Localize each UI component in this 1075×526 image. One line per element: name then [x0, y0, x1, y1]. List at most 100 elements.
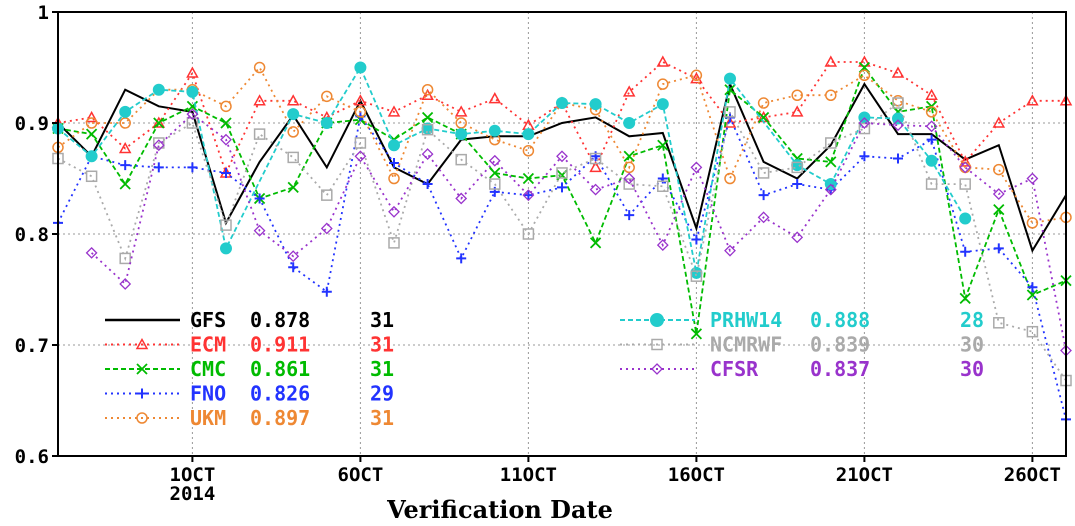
data-point [186, 108, 199, 121]
data-point [623, 150, 635, 162]
data-point [85, 246, 98, 259]
data-point [657, 139, 669, 151]
data-point [623, 178, 635, 190]
data-point [557, 182, 567, 193]
data-point [724, 244, 736, 257]
y-tick-label: 1 [38, 2, 49, 24]
x-tick-label: 26OCT [1004, 464, 1061, 486]
data-point [286, 94, 300, 106]
data-point [152, 139, 165, 152]
series-line [57, 65, 966, 273]
data-point [959, 292, 971, 305]
x-tick-label: 6OCT [338, 464, 384, 486]
data-point [253, 94, 266, 106]
data-point [758, 190, 769, 201]
data-point [992, 116, 1006, 128]
legend-name: ECM [190, 333, 226, 357]
data-point [320, 222, 333, 235]
data-point [152, 116, 166, 128]
data-point [690, 69, 703, 82]
data-point [135, 337, 149, 350]
data-point [253, 128, 266, 140]
data-point [85, 110, 98, 123]
legend-score: 0.888 [810, 308, 870, 332]
data-point [387, 105, 401, 117]
data-point [791, 89, 803, 101]
data-point [454, 105, 468, 117]
data-point [421, 148, 434, 160]
data-point [690, 161, 703, 174]
data-point [186, 66, 199, 78]
x-tick-label: 1OCT [170, 464, 216, 486]
data-point [651, 338, 663, 351]
data-point [589, 160, 602, 173]
data-point [119, 178, 131, 190]
series-ncmrwf [52, 97, 1072, 387]
data-point [859, 151, 870, 162]
data-point [118, 141, 132, 154]
data-point [388, 237, 400, 249]
data-point [589, 183, 602, 196]
data-point [757, 97, 770, 109]
data-point [757, 167, 770, 179]
data-point [925, 106, 938, 118]
data-point [623, 172, 636, 185]
data-point [992, 188, 1005, 200]
legend-name: GFS [190, 308, 226, 332]
data-point [455, 153, 467, 166]
data-point [388, 139, 400, 152]
data-point [589, 98, 602, 111]
legend-count: 31 [370, 357, 394, 381]
data-point [556, 167, 568, 179]
data-point [656, 239, 669, 252]
data-point [388, 172, 400, 185]
legend-entry-prhw14: PRHW14 0.888 28 [620, 308, 984, 332]
data-point [651, 363, 663, 375]
legend-score: 0.911 [250, 333, 310, 357]
data-point [455, 128, 468, 141]
data-point [388, 205, 400, 218]
data-point [657, 180, 669, 193]
data-point [422, 179, 433, 190]
data-point [354, 150, 367, 163]
x-tick-year: 2014 [170, 483, 216, 505]
data-point [724, 84, 736, 96]
data-point [892, 119, 904, 132]
data-point [791, 231, 804, 244]
data-point [421, 111, 434, 124]
data-point [220, 219, 232, 231]
data-point [589, 237, 602, 249]
data-point [657, 78, 669, 90]
data-point [287, 151, 299, 164]
legend-entry-ecm: ECM 0.911 31 [105, 333, 394, 357]
data-point [253, 61, 266, 74]
data-point [622, 85, 636, 97]
y-tick-label: 0.8 [15, 224, 49, 246]
data-point [691, 234, 702, 245]
data-point [790, 105, 804, 117]
legend-score: 0.878 [250, 308, 310, 332]
data-point [690, 328, 703, 340]
data-point [891, 66, 905, 78]
data-point [187, 162, 198, 173]
data-point [522, 172, 535, 185]
data-point [489, 167, 501, 179]
data-point [925, 178, 938, 190]
legend-entry-gfs: GFS 0.878 31 [105, 308, 394, 332]
data-point [624, 210, 635, 221]
data-point [136, 412, 148, 424]
legend-score: 0.837 [810, 357, 870, 381]
data-point [220, 117, 232, 129]
series-cfsr [85, 108, 1072, 357]
data-point [489, 178, 501, 190]
legend-count: 31 [370, 406, 394, 430]
data-point [455, 117, 467, 129]
data-point [254, 193, 265, 204]
data-point [1026, 289, 1039, 301]
data-point [153, 162, 164, 173]
data-point [824, 183, 837, 196]
legend-entry-ncmrwf: NCMRWF 0.839 30 [620, 333, 984, 357]
data-point [690, 270, 703, 282]
